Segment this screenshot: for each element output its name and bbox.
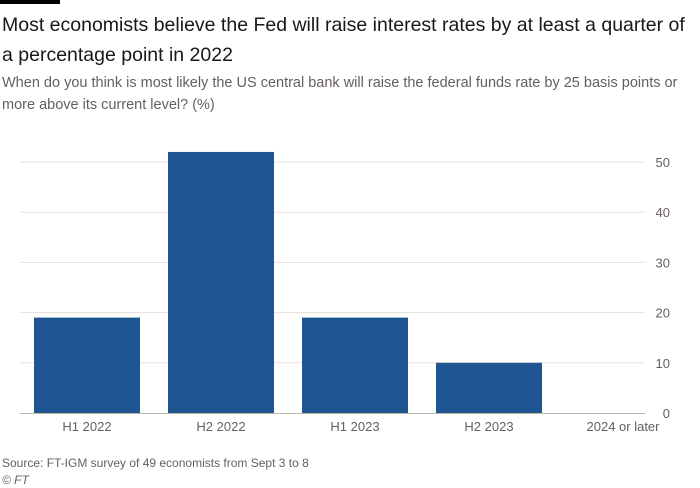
bar-h2-2023 [436, 362, 542, 413]
chart-subtitle: When do you think is most likely the US … [2, 75, 678, 113]
x-tick-label: H1 2023 [330, 419, 379, 434]
bar-h1-2022 [34, 317, 140, 413]
y-tick-label: 40 [656, 205, 670, 220]
source-note: Source: FT-IGM survey of 49 economists f… [2, 456, 309, 470]
x-tick-label: H1 2022 [62, 419, 111, 434]
x-tick-label: H2 2022 [196, 419, 245, 434]
y-tick-label: 30 [656, 255, 670, 270]
y-tick-label: 10 [656, 356, 670, 371]
x-tick-label: 2024 or later [587, 419, 661, 434]
copyright: © FT [2, 473, 29, 487]
y-tick-label: 0 [663, 406, 670, 421]
bar-h2-2022 [168, 151, 274, 413]
chart-title: Most economists believe the Fed will rai… [2, 14, 685, 66]
x-tick-label: H2 2023 [464, 419, 513, 434]
brand-bar [0, 0, 60, 4]
bar-h1-2023 [302, 317, 408, 413]
y-tick-label: 50 [656, 155, 670, 170]
y-tick-label: 20 [656, 306, 670, 321]
